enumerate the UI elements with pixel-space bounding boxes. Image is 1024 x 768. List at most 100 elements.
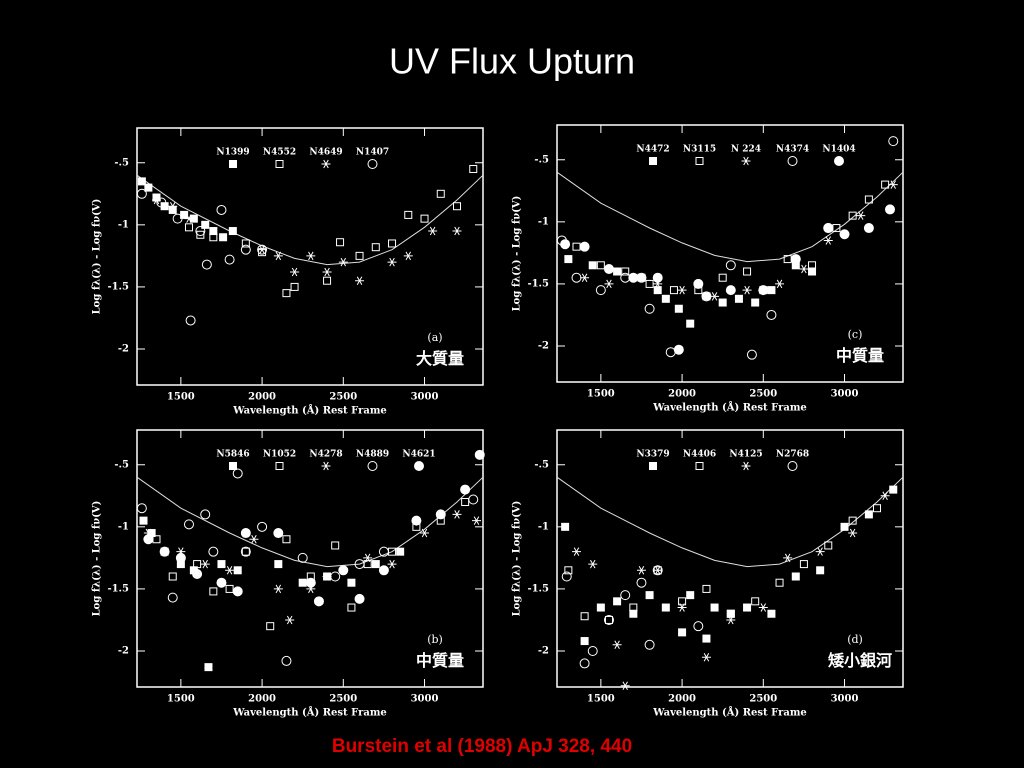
marker bbox=[595, 285, 606, 296]
marker bbox=[228, 227, 237, 236]
legend-label: N3379 bbox=[636, 450, 669, 460]
marker bbox=[330, 571, 341, 582]
marker bbox=[200, 559, 210, 569]
marker bbox=[848, 211, 857, 220]
legend-label: N4552 bbox=[263, 148, 296, 158]
marker bbox=[219, 233, 228, 242]
marker bbox=[229, 160, 237, 168]
marker bbox=[790, 254, 801, 265]
marker bbox=[880, 491, 890, 501]
marker bbox=[620, 590, 631, 601]
marker bbox=[604, 615, 613, 624]
marker bbox=[209, 233, 218, 242]
marker bbox=[864, 510, 873, 519]
marker bbox=[751, 298, 760, 307]
marker bbox=[474, 449, 485, 460]
marker bbox=[257, 244, 268, 255]
marker bbox=[587, 645, 598, 656]
marker bbox=[588, 261, 597, 270]
y-axis-label: Log fλ(λ) - Log fν(V) bbox=[92, 199, 103, 315]
marker bbox=[249, 535, 259, 544]
marker bbox=[257, 245, 267, 254]
marker bbox=[678, 597, 687, 606]
x-tick-label: 2500 bbox=[329, 392, 357, 403]
plot-frame bbox=[136, 127, 484, 386]
marker bbox=[184, 223, 193, 232]
marker bbox=[710, 292, 720, 301]
marker bbox=[156, 197, 167, 208]
marker bbox=[725, 260, 736, 271]
marker bbox=[604, 279, 614, 289]
marker bbox=[603, 264, 614, 275]
model-curve bbox=[556, 171, 904, 263]
marker bbox=[257, 521, 268, 532]
marker bbox=[864, 195, 873, 204]
marker bbox=[726, 615, 736, 625]
marker bbox=[152, 193, 161, 202]
marker bbox=[298, 578, 307, 587]
marker bbox=[885, 204, 896, 215]
y-tick-label: -1 bbox=[118, 219, 129, 230]
marker bbox=[653, 566, 663, 575]
y-tick-label: -1.5 bbox=[107, 281, 129, 292]
marker bbox=[808, 267, 817, 276]
marker bbox=[693, 621, 704, 632]
marker bbox=[273, 251, 283, 261]
marker bbox=[767, 609, 776, 618]
marker bbox=[420, 528, 430, 538]
x-tick-label: 2500 bbox=[329, 694, 357, 705]
marker bbox=[787, 156, 798, 166]
panel-label: (a) bbox=[427, 331, 442, 344]
marker bbox=[644, 303, 655, 314]
marker bbox=[472, 516, 482, 525]
marker bbox=[306, 251, 316, 261]
marker bbox=[725, 285, 736, 296]
y-tick-label: -1 bbox=[118, 521, 129, 532]
marker bbox=[823, 236, 833, 245]
marker bbox=[710, 603, 719, 612]
marker bbox=[808, 261, 817, 270]
marker bbox=[229, 462, 237, 470]
marker bbox=[453, 202, 462, 211]
marker bbox=[241, 239, 250, 248]
marker bbox=[322, 267, 332, 277]
legend-label: N4125 bbox=[729, 450, 762, 460]
marker bbox=[232, 468, 243, 479]
y-tick-label: -1.5 bbox=[527, 278, 549, 289]
marker bbox=[848, 528, 858, 538]
marker bbox=[839, 229, 850, 240]
marker bbox=[136, 188, 147, 199]
marker bbox=[460, 484, 471, 495]
marker bbox=[241, 547, 250, 556]
marker bbox=[355, 276, 365, 285]
marker bbox=[216, 577, 227, 588]
marker bbox=[336, 238, 345, 247]
marker bbox=[742, 285, 752, 295]
marker bbox=[669, 286, 678, 295]
marker bbox=[290, 282, 299, 291]
marker bbox=[571, 272, 582, 283]
x-tick-label: 3000 bbox=[831, 389, 859, 400]
marker bbox=[702, 634, 711, 643]
marker bbox=[758, 603, 768, 612]
marker bbox=[167, 592, 178, 603]
marker bbox=[799, 560, 808, 569]
marker bbox=[695, 462, 704, 470]
marker bbox=[718, 273, 727, 282]
marker bbox=[139, 516, 148, 525]
marker bbox=[580, 273, 590, 282]
marker bbox=[726, 609, 735, 618]
x-tick-label: 2000 bbox=[668, 389, 696, 400]
marker bbox=[873, 504, 882, 513]
marker bbox=[564, 566, 573, 575]
marker bbox=[686, 591, 695, 600]
marker bbox=[613, 597, 622, 606]
marker bbox=[151, 195, 161, 205]
marker bbox=[137, 177, 146, 186]
legend-label: N4406 bbox=[683, 450, 716, 460]
marker bbox=[411, 515, 422, 526]
marker bbox=[816, 566, 825, 575]
marker bbox=[661, 603, 670, 612]
marker bbox=[388, 239, 397, 248]
marker bbox=[436, 189, 445, 198]
